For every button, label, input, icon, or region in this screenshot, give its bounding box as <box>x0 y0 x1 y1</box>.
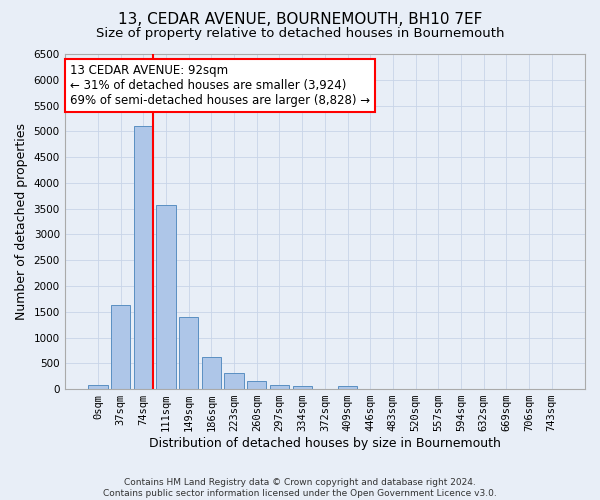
Bar <box>338 386 357 389</box>
Text: 13 CEDAR AVENUE: 92sqm
← 31% of detached houses are smaller (3,924)
69% of semi-: 13 CEDAR AVENUE: 92sqm ← 31% of detached… <box>70 64 370 107</box>
Text: Size of property relative to detached houses in Bournemouth: Size of property relative to detached ho… <box>96 28 504 40</box>
Bar <box>224 374 244 389</box>
Bar <box>247 381 266 389</box>
Bar <box>179 317 199 389</box>
Text: Contains HM Land Registry data © Crown copyright and database right 2024.
Contai: Contains HM Land Registry data © Crown c… <box>103 478 497 498</box>
Bar <box>88 386 107 389</box>
Bar <box>111 304 130 389</box>
Y-axis label: Number of detached properties: Number of detached properties <box>15 123 28 320</box>
X-axis label: Distribution of detached houses by size in Bournemouth: Distribution of detached houses by size … <box>149 437 501 450</box>
Text: 13, CEDAR AVENUE, BOURNEMOUTH, BH10 7EF: 13, CEDAR AVENUE, BOURNEMOUTH, BH10 7EF <box>118 12 482 28</box>
Bar <box>202 357 221 389</box>
Bar <box>157 204 176 389</box>
Bar <box>293 386 312 389</box>
Bar <box>134 126 153 389</box>
Bar <box>270 385 289 389</box>
